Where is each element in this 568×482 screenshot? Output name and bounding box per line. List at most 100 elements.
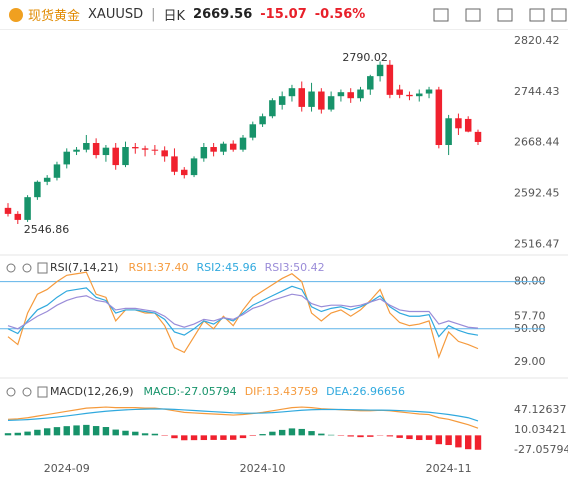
change: -15.07 bbox=[260, 7, 307, 22]
y-tick-label: 57.70 bbox=[514, 310, 546, 323]
candle-body bbox=[464, 118, 472, 132]
candle-body bbox=[63, 151, 70, 165]
candle-body bbox=[249, 124, 257, 138]
eye-icon bbox=[22, 387, 32, 397]
candle-body bbox=[357, 89, 364, 99]
macd-bar bbox=[416, 435, 423, 441]
candle-body bbox=[190, 158, 198, 176]
macd-bar bbox=[239, 435, 247, 439]
macd-bar bbox=[406, 435, 413, 440]
candle-body bbox=[34, 181, 41, 198]
candle-body bbox=[327, 96, 335, 110]
macd-bar bbox=[63, 426, 70, 436]
candle-body bbox=[229, 143, 237, 150]
candle-body bbox=[171, 156, 178, 172]
legend-entry: RSI3:50.42 bbox=[265, 261, 325, 274]
macd-bar bbox=[249, 435, 256, 436]
candle-body bbox=[269, 100, 276, 117]
tool-icon[interactable] bbox=[433, 8, 449, 21]
header: 现货黄金 XAUUSD | 日K 2669.56 -15.07 -0.56% bbox=[0, 0, 568, 30]
candle-body bbox=[24, 197, 31, 220]
macd-bar bbox=[141, 433, 149, 436]
tool-icon[interactable] bbox=[551, 8, 567, 21]
macd-bar bbox=[357, 435, 364, 438]
symbol[interactable]: XAUUSD bbox=[88, 7, 144, 22]
change-pct: -0.56% bbox=[314, 7, 366, 22]
chart: 2820.42 2744.43 2668.44 2592.45 2516.47 2790.… bbox=[0, 34, 568, 475]
candle-body bbox=[367, 76, 374, 90]
candle-body bbox=[278, 96, 286, 105]
logo-icon bbox=[9, 7, 23, 22]
macd-bar bbox=[278, 429, 286, 436]
candle-body bbox=[455, 118, 462, 129]
macd-bar bbox=[171, 435, 178, 439]
macd-bar bbox=[474, 435, 482, 450]
candle-body bbox=[181, 169, 188, 176]
macd-bar bbox=[327, 434, 335, 436]
y-tick-label: -27.05794 bbox=[514, 443, 568, 456]
series-line bbox=[7, 285, 479, 338]
macd-bar bbox=[396, 435, 403, 438]
candle-body bbox=[141, 148, 149, 150]
macd-bar bbox=[83, 424, 90, 436]
candle-body bbox=[43, 177, 51, 182]
macd-bar bbox=[298, 428, 305, 436]
indicator-title: RSI(7,14,21) bbox=[50, 261, 118, 274]
x-tick-label: 2024-10 bbox=[240, 462, 286, 475]
series-line bbox=[7, 408, 479, 422]
series-line bbox=[7, 293, 479, 330]
macd-bar bbox=[73, 425, 80, 436]
legend-entry: DIF:13.43759 bbox=[245, 385, 318, 398]
candle-body bbox=[318, 91, 325, 110]
eye-icon bbox=[22, 263, 32, 273]
min-annotation: 2546.86 bbox=[24, 223, 70, 236]
macd-bar bbox=[14, 432, 21, 436]
candle-body bbox=[386, 64, 394, 95]
tool-icon[interactable] bbox=[497, 8, 513, 21]
macd-bar bbox=[259, 434, 266, 436]
candle-body bbox=[474, 131, 482, 142]
macd-bar bbox=[151, 433, 159, 436]
tool-icon[interactable] bbox=[529, 8, 545, 21]
macd-bar bbox=[445, 435, 452, 446]
candle-body bbox=[200, 147, 208, 159]
macd-bar bbox=[112, 429, 119, 436]
price: 2669.56 bbox=[193, 7, 253, 22]
macd-bar bbox=[367, 435, 374, 437]
macd-bar bbox=[4, 433, 12, 436]
macd-bar bbox=[24, 431, 31, 436]
macd-bar bbox=[190, 435, 198, 441]
tool-icon[interactable] bbox=[465, 8, 481, 21]
macd-bar bbox=[210, 435, 217, 440]
legend-entry: RSI1:37.40 bbox=[128, 261, 188, 274]
y-tick-label: 2668.44 bbox=[514, 136, 560, 149]
indicator-icon bbox=[37, 262, 48, 274]
candle-body bbox=[445, 118, 452, 146]
candle-body bbox=[239, 137, 247, 150]
candle-body bbox=[102, 147, 110, 156]
macd-bar bbox=[455, 435, 462, 448]
period[interactable]: 日K bbox=[163, 9, 186, 24]
y-tick-label: 2592.45 bbox=[514, 187, 560, 200]
macd-bar bbox=[102, 427, 110, 436]
y-tick-label: 2516.47 bbox=[514, 237, 560, 250]
candle-body bbox=[210, 147, 217, 152]
candle-body bbox=[308, 91, 315, 107]
settings-icon bbox=[6, 263, 16, 273]
candle-body bbox=[416, 93, 423, 97]
macd-bar bbox=[92, 426, 100, 436]
macd-bar bbox=[122, 430, 129, 436]
macd-bar bbox=[288, 428, 296, 436]
candle-body bbox=[425, 89, 433, 94]
candle-body bbox=[4, 207, 12, 214]
legend-entry: MACD:-27.05794 bbox=[144, 385, 237, 398]
candle-body bbox=[259, 116, 266, 125]
macd-bar bbox=[269, 431, 276, 436]
candle-body bbox=[406, 94, 413, 97]
instrument-name[interactable]: 现货黄金 bbox=[28, 9, 81, 24]
candle-body bbox=[347, 92, 354, 99]
indicator-title: MACD(12,26,9) bbox=[50, 385, 134, 398]
candle-body bbox=[337, 92, 345, 97]
macd-bar bbox=[200, 435, 208, 441]
indicator-icon bbox=[37, 386, 48, 398]
